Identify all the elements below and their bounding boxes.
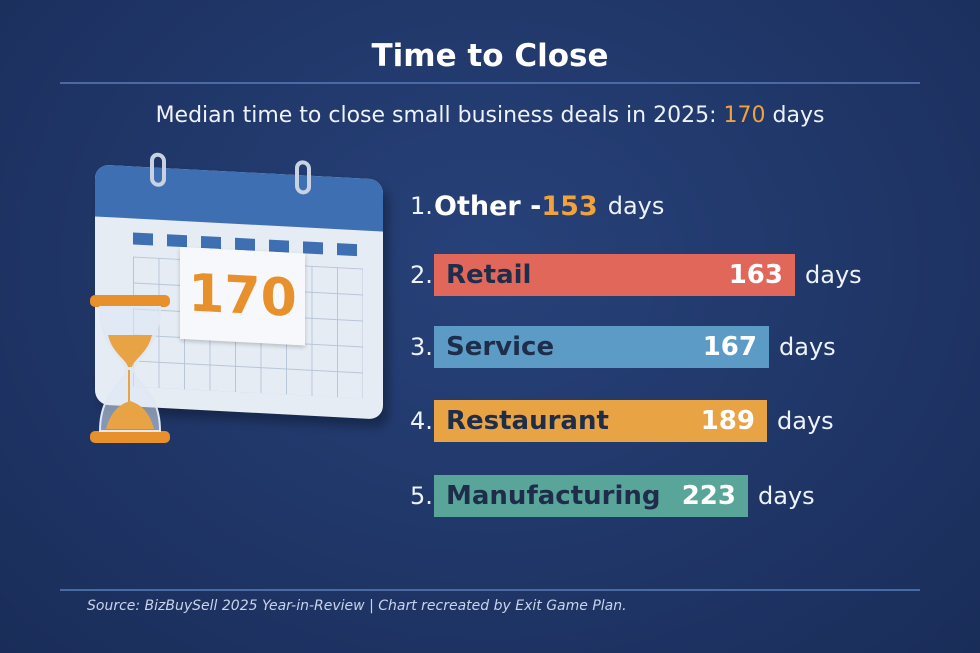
bar-row-retail: 2. Retail 163 days xyxy=(410,254,862,296)
value-label: 167 xyxy=(702,332,757,362)
category-label: Service xyxy=(446,332,555,362)
unit-label: days xyxy=(777,407,834,435)
page-title: Time to Close xyxy=(371,38,609,74)
unit-label: days xyxy=(805,261,862,289)
value-label: 153 xyxy=(541,190,598,222)
rank: 1. xyxy=(410,192,433,220)
bar-restaurant: Restaurant 189 xyxy=(434,400,767,442)
category-label: Other - xyxy=(434,190,542,222)
category-label: Manufacturing xyxy=(446,481,661,511)
category-label: Retail xyxy=(446,260,532,290)
bar-manufacturing: Manufacturing 223 xyxy=(434,475,748,517)
subtitle-text: Median time to close small business deal… xyxy=(155,103,724,128)
unit-label: days xyxy=(758,482,815,510)
list-item-other: 1. Other -153 days xyxy=(410,185,664,227)
bar-retail: Retail 163 xyxy=(434,254,795,296)
unit-label: days xyxy=(779,333,836,361)
hourglass-icon xyxy=(90,295,170,443)
rank: 5. xyxy=(410,482,433,510)
divider xyxy=(60,589,920,591)
rank: 2. xyxy=(410,261,433,289)
median-value: 170 xyxy=(723,103,766,128)
value-label: 223 xyxy=(681,481,736,511)
bar-row-service: 3. Service 167 days xyxy=(410,326,836,368)
subtitle-unit: days xyxy=(765,103,825,128)
unit-label: days xyxy=(607,192,665,220)
value-label: 189 xyxy=(700,406,755,436)
value-label: 163 xyxy=(728,260,783,290)
bar-row-restaurant: 4. Restaurant 189 days xyxy=(410,400,834,442)
bar-service: Service 167 xyxy=(434,326,769,368)
category-label: Restaurant xyxy=(446,406,609,436)
calendar-number: 170 xyxy=(180,246,305,346)
source-footer: Source: BizBuySell 2025 Year-in-Review |… xyxy=(87,598,627,614)
rank: 3. xyxy=(410,333,433,361)
subtitle: Median time to close small business deal… xyxy=(0,103,980,128)
divider xyxy=(60,82,920,84)
bar-row-manufacturing: 5. Manufacturing 223 days xyxy=(410,475,815,517)
rank: 4. xyxy=(410,407,433,435)
